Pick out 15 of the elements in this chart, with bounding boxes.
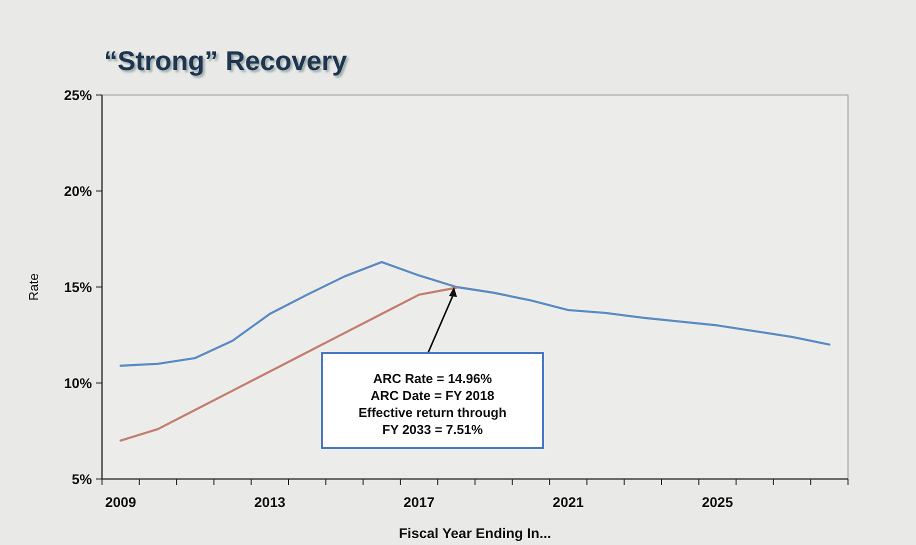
y-tick-label: 10%	[64, 374, 93, 391]
x-tick-label: 2021	[552, 494, 584, 510]
x-tick-label: 2013	[254, 494, 286, 510]
x-tick-label: 2025	[702, 494, 734, 510]
y-tick-label: 5%	[72, 470, 93, 487]
y-tick-label: 25%	[64, 86, 93, 103]
chart-title: “Strong” Recovery	[104, 46, 348, 76]
y-tick-label: 20%	[64, 182, 93, 199]
annotation: ARC Rate = 14.96% ARC Date = FY 2018 Effective return through FY 2033 = 7.51%	[358, 371, 507, 437]
line-series	[120, 260, 830, 367]
x-tick-label: 2017	[403, 494, 435, 510]
x-axis-title: Fiscal Year Ending In...	[398, 525, 552, 541]
y-tick-label: 15%	[64, 278, 93, 295]
y-axis-title: Rate	[26, 273, 41, 301]
x-tick-label: 2009	[105, 494, 136, 510]
